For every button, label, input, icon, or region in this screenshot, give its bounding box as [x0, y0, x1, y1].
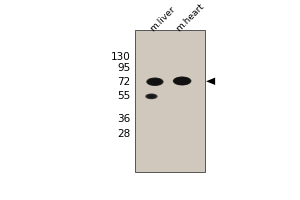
Ellipse shape: [173, 77, 191, 85]
Text: m.heart: m.heart: [174, 2, 206, 33]
Ellipse shape: [173, 77, 191, 85]
Ellipse shape: [148, 78, 162, 85]
Ellipse shape: [177, 78, 188, 84]
Text: 55: 55: [117, 91, 130, 101]
Ellipse shape: [177, 79, 187, 83]
Polygon shape: [206, 78, 215, 85]
Ellipse shape: [150, 79, 160, 84]
Ellipse shape: [146, 94, 158, 99]
Ellipse shape: [176, 78, 188, 84]
Ellipse shape: [146, 94, 157, 99]
Ellipse shape: [148, 95, 155, 98]
Ellipse shape: [145, 93, 158, 99]
Ellipse shape: [151, 80, 159, 84]
Text: 130: 130: [111, 52, 130, 62]
Ellipse shape: [174, 77, 190, 85]
Ellipse shape: [147, 78, 162, 85]
Ellipse shape: [179, 79, 186, 83]
Ellipse shape: [146, 78, 164, 86]
Text: 36: 36: [117, 114, 130, 124]
Ellipse shape: [152, 80, 158, 83]
Ellipse shape: [149, 79, 160, 85]
Ellipse shape: [148, 79, 161, 85]
Ellipse shape: [148, 95, 155, 98]
Ellipse shape: [151, 80, 159, 84]
Ellipse shape: [146, 94, 157, 99]
Text: 95: 95: [117, 63, 130, 73]
Text: m.liver: m.liver: [148, 5, 177, 33]
Ellipse shape: [175, 77, 190, 85]
Ellipse shape: [176, 78, 189, 84]
Text: 28: 28: [117, 129, 130, 139]
Ellipse shape: [147, 94, 156, 98]
Ellipse shape: [147, 94, 156, 98]
Ellipse shape: [148, 95, 154, 98]
Bar: [135, 30, 205, 172]
Ellipse shape: [178, 79, 186, 83]
Ellipse shape: [147, 78, 163, 86]
Text: 72: 72: [117, 77, 130, 87]
